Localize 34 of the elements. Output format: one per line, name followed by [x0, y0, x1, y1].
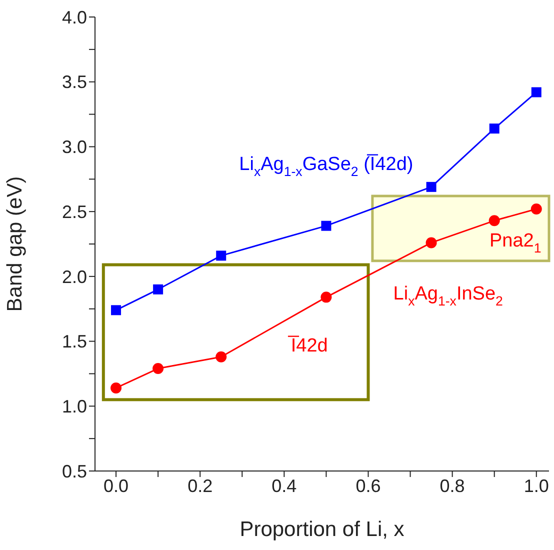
annotation: I̅42d — [287, 335, 328, 356]
point — [426, 237, 437, 248]
point — [216, 250, 226, 261]
y-tick-label: 1.5 — [62, 332, 87, 352]
point — [321, 220, 332, 231]
series-label: Li$_{x}$Ag$_{1-x}$InSe$_{2}$ — [393, 284, 503, 309]
y-tick-label: 2.5 — [62, 202, 87, 222]
series-label: Li$_{x}$Ag$_{1-x}$GaSe$_{2}$ (I̅42d) — [239, 154, 414, 179]
y-tick-label: 1.0 — [62, 396, 87, 417]
y-tick-label: 3.0 — [62, 137, 87, 158]
point — [489, 124, 500, 134]
x-tick-label: 0.8 — [440, 476, 465, 496]
point — [531, 87, 542, 98]
point — [216, 351, 227, 362]
y-tick-label: 0.5 — [62, 461, 87, 482]
point — [110, 382, 122, 394]
y-tick-label: 4.0 — [62, 7, 87, 28]
point — [111, 305, 122, 316]
point — [320, 292, 332, 303]
x-tick-label: 0.6 — [356, 476, 381, 496]
point — [153, 284, 164, 294]
x-tick-label: 1.0 — [524, 476, 549, 496]
point — [488, 215, 500, 226]
y-axis-title: Band gap (eV) — [3, 176, 26, 312]
x-tick-label: 0.2 — [188, 476, 213, 496]
x-axis-title: Proportion of Li, x — [240, 518, 405, 541]
point — [530, 203, 542, 214]
y-tick-label: 2.0 — [62, 266, 87, 287]
point — [426, 182, 436, 192]
annotation: Pna2$_{1}$ — [489, 230, 542, 256]
x-tick-label: 0.0 — [104, 476, 129, 496]
y-tick-label: 3.5 — [62, 72, 87, 92]
x-tick-label: 0.4 — [272, 476, 297, 496]
point — [152, 363, 164, 374]
